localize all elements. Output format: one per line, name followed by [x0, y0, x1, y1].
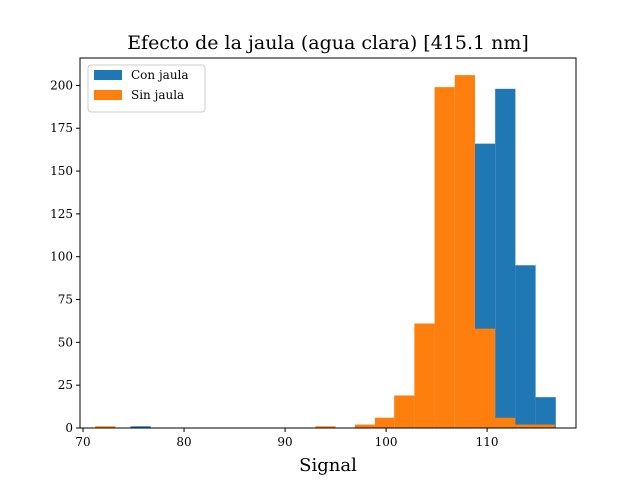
- x-tick-label: 100: [375, 435, 398, 449]
- x-tick-label: 70: [75, 435, 90, 449]
- legend-label: Sin jaula: [131, 88, 184, 102]
- histogram-bar: [315, 426, 336, 428]
- histogram-bar: [474, 328, 496, 428]
- histogram-bar: [394, 395, 415, 428]
- x-tick-label: 80: [176, 435, 191, 449]
- histogram-bar: [454, 75, 475, 428]
- series-2: [95, 75, 555, 429]
- histogram-bar: [414, 323, 435, 428]
- y-tick-label: 200: [50, 78, 73, 92]
- legend: Con jaula Sin jaula: [87, 64, 206, 113]
- y-tick-label: 100: [50, 250, 73, 264]
- histogram-bar: [434, 87, 455, 429]
- histogram-bar: [95, 426, 116, 428]
- y-tick-label: 125: [50, 207, 73, 221]
- histogram-bar: [495, 417, 516, 428]
- histogram-bar: [495, 88, 516, 428]
- x-tick-label: 90: [277, 435, 292, 449]
- y-tick-label: 75: [58, 293, 73, 307]
- x-axis-label: Signal: [299, 455, 357, 476]
- histogram-bar: [535, 424, 555, 428]
- histogram-bar: [374, 417, 395, 428]
- plot-frame: [79, 57, 577, 429]
- y-tick-label: 0: [65, 421, 73, 435]
- y-tick-label: 175: [50, 121, 73, 135]
- y-tick-label: 25: [58, 378, 73, 392]
- y-tick-label: 50: [58, 335, 73, 349]
- x-axis: 70 80 90 100 110: [75, 428, 499, 449]
- y-axis: 0 25 50 75 100 125 150 175 200: [50, 78, 80, 435]
- x-tick-label: 110: [476, 435, 499, 449]
- histogram-bar: [535, 397, 556, 428]
- histogram-bar: [354, 424, 375, 428]
- legend-swatch: [94, 90, 122, 100]
- histogram-bar: [130, 426, 151, 428]
- histogram-bar: [515, 424, 536, 428]
- y-tick-label: 150: [50, 164, 73, 178]
- legend-swatch: [94, 70, 122, 80]
- histogram-bar: [515, 265, 536, 428]
- plot-area: [95, 75, 556, 429]
- chart-title: Efecto de la jaula (agua clara) [415.1 n…: [127, 32, 529, 54]
- legend-label: Con jaula: [131, 68, 189, 82]
